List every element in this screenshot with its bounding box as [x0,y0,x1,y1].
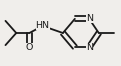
Text: N: N [86,14,93,23]
Text: HN: HN [36,21,50,30]
Text: N: N [86,43,93,52]
Text: O: O [26,43,33,52]
